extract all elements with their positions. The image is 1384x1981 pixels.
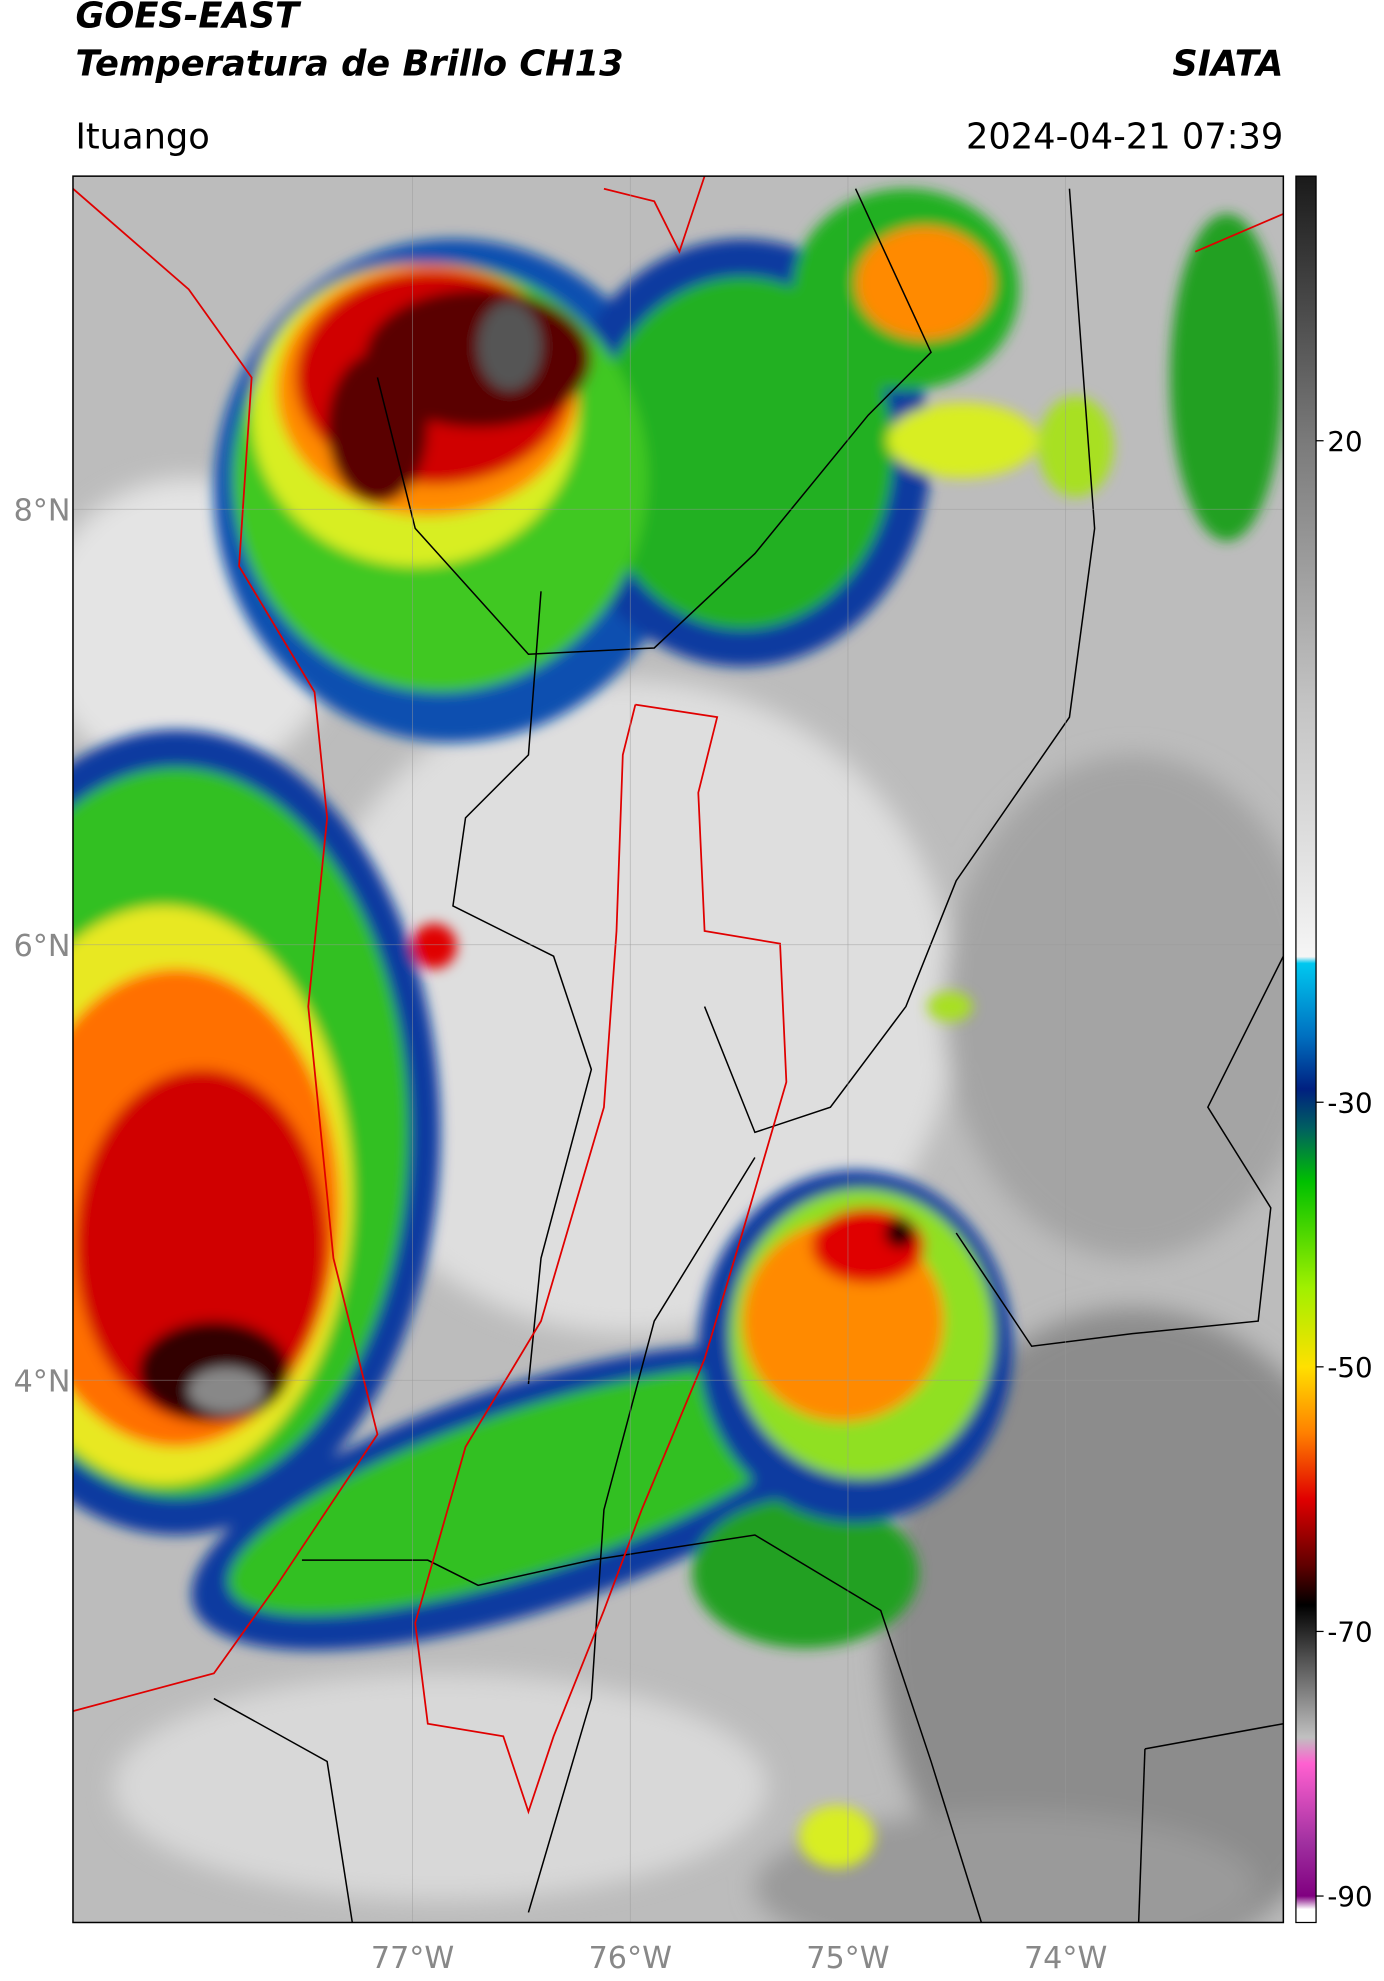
y-tick-label: 8°N	[14, 494, 71, 529]
y-tick-label: 6°N	[14, 929, 71, 964]
x-tick-label: 74°W	[1024, 1941, 1107, 1976]
map-frame	[72, 175, 1285, 1924]
title: GOES-EAST	[75, 0, 302, 37]
x-tick-label: 76°W	[589, 1941, 672, 1976]
colorbar-tick-label: -30	[1327, 1086, 1372, 1119]
source: SIATA	[1172, 43, 1283, 84]
subtitle: Temperatura de Brillo CH13	[75, 43, 623, 84]
colorbar-tick-label: -50	[1327, 1351, 1372, 1384]
x-tick-label: 77°W	[371, 1941, 454, 1976]
satellite-image	[72, 176, 1284, 1923]
datetime: 2024-04-21 07:39	[966, 116, 1283, 157]
x-tick-label: 75°W	[806, 1941, 889, 1976]
colorbar	[1295, 175, 1317, 1924]
colorbar-tick-label: 20	[1327, 425, 1362, 458]
y-tick-label: 4°N	[14, 1365, 71, 1400]
location: Ituango	[75, 116, 209, 157]
colorbar-tick-label: -70	[1327, 1616, 1372, 1649]
colorbar-tick-label: -90	[1327, 1880, 1372, 1913]
